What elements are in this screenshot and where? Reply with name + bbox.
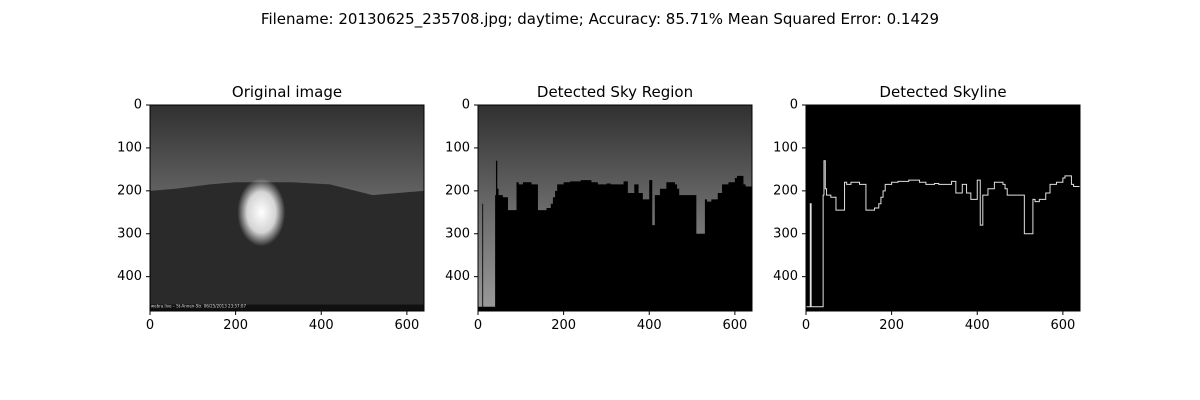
- y-tick-label: 400: [773, 269, 798, 284]
- image-footer-bar: [150, 304, 424, 311]
- x-tick-label: 200: [551, 318, 576, 333]
- y-tick-label: 100: [445, 140, 470, 155]
- x-tick-label: 600: [722, 318, 747, 333]
- panel-3: 0 200 400 600 0 100 200 300 400 Detected Skyline: [773, 83, 1081, 333]
- x-tick-label: 600: [1050, 318, 1075, 333]
- panel-body: [806, 105, 1080, 311]
- x-tick-label: 0: [474, 318, 482, 333]
- y-tick-label: 0: [790, 98, 798, 113]
- non-sky-mask: [478, 160, 752, 311]
- skyline-series-line: [806, 160, 1080, 308]
- y-tick-label: 300: [117, 226, 142, 241]
- y-tick-label: 300: [773, 226, 798, 241]
- panel-title: Detected Sky Region: [537, 83, 693, 101]
- x-tick-label: 0: [146, 318, 154, 333]
- y-tick-label: 100: [117, 140, 142, 155]
- image-city: [150, 182, 424, 311]
- x-tick-label: 400: [965, 318, 990, 333]
- panel-1: webra.live – St-Annen-Str. 06/25/2013 23…: [117, 83, 425, 333]
- panel-body: webra.live – St-Annen-Str. 06/25/2013 23…: [150, 105, 424, 311]
- y-tick-label: 200: [773, 183, 798, 198]
- axes-frame: [149, 104, 425, 312]
- panel-2: 0 200 400 600 0 100 200 300 400 Detected Sky Regi…: [445, 83, 753, 333]
- x-tick-label: 200: [879, 318, 904, 333]
- x-tick-label: 400: [309, 318, 334, 333]
- image-glow: [237, 178, 286, 247]
- panel-title: Original image: [232, 83, 342, 101]
- skyline-background: [806, 105, 1080, 311]
- panel-title: Detected Skyline: [879, 83, 1006, 101]
- axes-frame: [805, 104, 1081, 312]
- x-tick-label: 0: [802, 318, 810, 333]
- y-tick-label: 100: [773, 140, 798, 155]
- axes-frame: [477, 104, 753, 312]
- x-tick-label: 200: [223, 318, 248, 333]
- y-tick-label: 0: [462, 98, 470, 113]
- y-tick-label: 200: [117, 183, 142, 198]
- panel-body: [478, 105, 752, 311]
- y-tick-label: 400: [445, 269, 470, 284]
- figure-suptitle: Filename: 20130625_235708.jpg; daytime; …: [261, 10, 939, 29]
- y-tick-label: 0: [134, 98, 142, 113]
- image-overlay-text: webra.live – St-Annen-Str. 06/25/2013 23…: [151, 304, 247, 309]
- x-tick-label: 400: [637, 318, 662, 333]
- y-tick-label: 300: [445, 226, 470, 241]
- y-tick-label: 200: [445, 183, 470, 198]
- y-tick-label: 400: [117, 269, 142, 284]
- x-tick-label: 600: [394, 318, 419, 333]
